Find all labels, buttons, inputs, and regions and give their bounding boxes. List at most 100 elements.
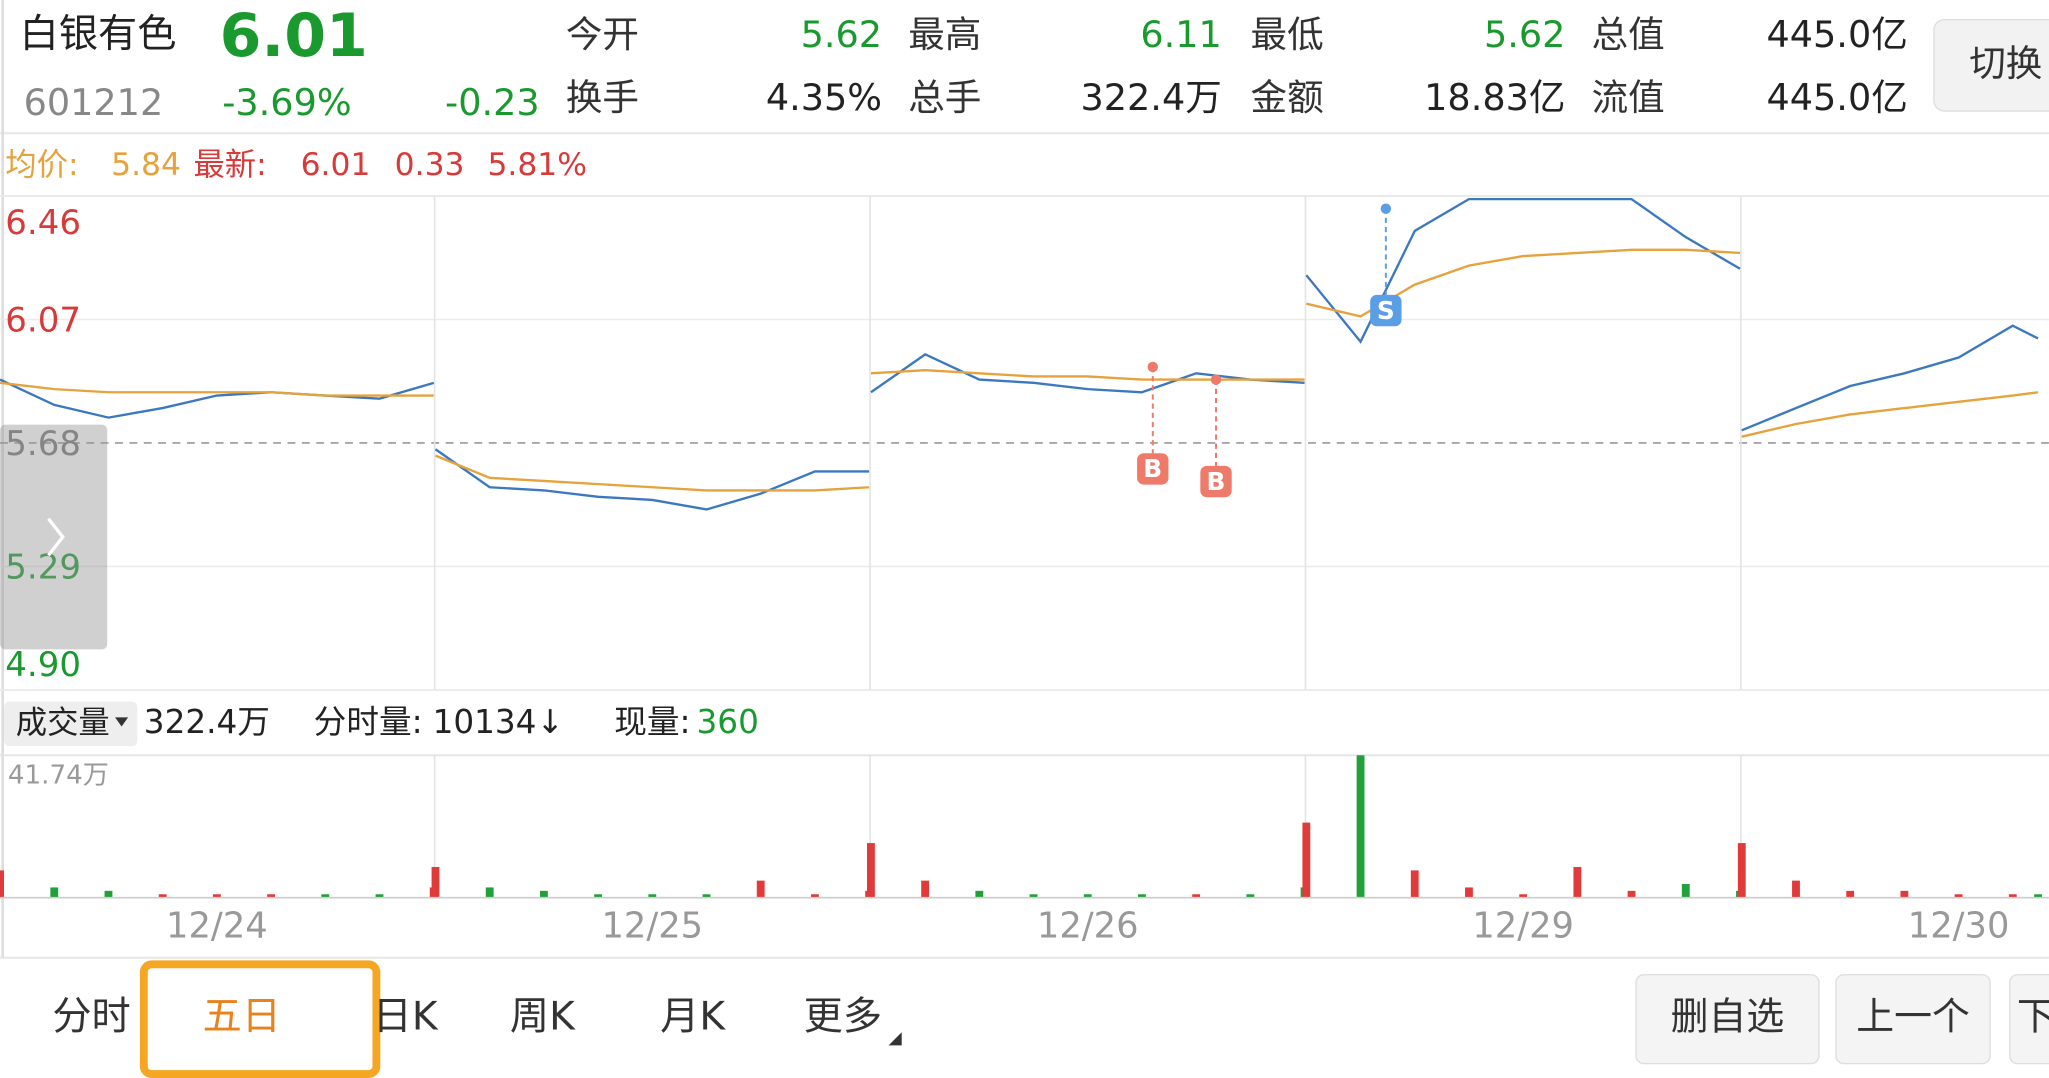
tick-volume-value: 10134↓	[433, 703, 564, 741]
volume-bar	[1737, 843, 1746, 898]
volume-bar	[1192, 894, 1201, 898]
stock-name: 白银有色	[20, 12, 177, 57]
stat-value: 5.62	[1484, 13, 1565, 56]
trade-point	[1210, 374, 1222, 385]
action-button-label[interactable]: 下	[2017, 995, 2049, 1039]
volume-bar	[1519, 894, 1528, 898]
diff-pct: 5.81%	[487, 147, 587, 183]
latest-label: 最新:	[193, 147, 266, 183]
price-line	[0, 197, 2039, 511]
stat-value: 5.62	[801, 13, 882, 56]
tab[interactable]: 月K	[660, 995, 726, 1040]
volume-bar	[1954, 894, 1963, 898]
stat-label: 总手	[908, 76, 981, 119]
action-button-label[interactable]: 删自选	[1671, 995, 1785, 1039]
action-button-label[interactable]: 上一个	[1856, 995, 1970, 1039]
volume-bar	[1083, 894, 1092, 898]
action-button[interactable]	[1835, 974, 1991, 1065]
volume-bar	[594, 894, 603, 898]
stock-code: 601212	[24, 81, 164, 124]
stock-price: 6.01	[220, 1, 368, 71]
avg-value: 5.84	[111, 147, 181, 183]
side-handle[interactable]	[0, 424, 108, 650]
tab[interactable]: 更多	[804, 995, 882, 1040]
volume-bar	[2034, 894, 2043, 898]
stat-value: 6.11	[1140, 13, 1221, 56]
stat-label: 流值	[1592, 76, 1665, 119]
volume-bar	[1465, 887, 1473, 898]
now-volume-value: 360	[697, 703, 759, 741]
volume-tick-label: 41.74万	[8, 761, 109, 791]
action-button[interactable]	[1635, 974, 1820, 1065]
volume-bar	[702, 894, 711, 898]
tab[interactable]: 分时	[52, 995, 130, 1040]
volume-bar	[1246, 894, 1255, 898]
y-tick-label: 5.68	[5, 424, 81, 464]
volume-bar	[1356, 755, 1365, 898]
trade-label: S	[1377, 296, 1395, 325]
volume-bar	[810, 894, 819, 898]
volume-bar	[158, 894, 167, 898]
volume-bar	[1138, 894, 1146, 898]
x-tick-label: 12/29	[1472, 906, 1574, 947]
x-tick-label: 12/26	[1037, 906, 1139, 947]
dropdown-arrow	[115, 717, 129, 727]
tab[interactable]: 周K	[510, 995, 576, 1040]
trade-badge	[1370, 294, 1402, 327]
trade-badge	[1200, 465, 1232, 498]
tab[interactable]: 五日	[203, 995, 281, 1040]
volume-bar	[375, 894, 384, 898]
action-button[interactable]	[2009, 974, 2049, 1065]
volume-bar	[2008, 894, 2017, 898]
volume-bar	[431, 866, 440, 898]
volume-bar	[1302, 822, 1311, 898]
stat-value: 445.0亿	[1767, 76, 1908, 119]
switch-label[interactable]: 切换	[1969, 42, 2042, 85]
volume-total: 322.4万	[144, 703, 270, 741]
volume-bar	[921, 880, 930, 898]
change-pct: -3.69%	[222, 81, 351, 124]
switch-button[interactable]	[1933, 18, 2049, 112]
x-tick-label: 12/30	[1908, 906, 2010, 947]
volume-bar	[1681, 884, 1690, 898]
stat-label: 今开	[566, 13, 639, 56]
volume-label[interactable]: 成交量	[16, 705, 110, 741]
y-tick-label: 4.90	[5, 645, 81, 685]
volume-bar	[648, 894, 657, 898]
volume-bar	[1573, 866, 1582, 898]
volume-bar	[539, 890, 548, 898]
volume-bar	[1900, 890, 1909, 898]
side-handle-chevron	[47, 517, 65, 557]
stat-value: 18.83亿	[1424, 76, 1565, 119]
diff-value: 0.33	[395, 147, 465, 183]
volume-bar	[0, 870, 4, 898]
trade-point	[1380, 203, 1392, 214]
average-line	[0, 248, 2039, 492]
volume-bar	[1029, 894, 1038, 898]
trade-point	[1147, 361, 1159, 373]
tab[interactable]: 日K	[373, 995, 439, 1040]
stat-label: 最低	[1251, 13, 1324, 56]
stat-label: 换手	[566, 76, 639, 119]
volume-bar	[50, 887, 59, 898]
more-arrow	[888, 1032, 902, 1046]
volume-bar	[212, 894, 221, 898]
change: -0.23	[445, 81, 540, 124]
volume-bar	[1846, 890, 1855, 898]
stat-label: 金额	[1251, 76, 1324, 119]
volume-bar	[756, 880, 765, 898]
volume-bar	[975, 890, 984, 898]
x-tick-label: 12/24	[166, 906, 268, 947]
y-tick-label: 6.07	[5, 301, 81, 341]
trade-label: B	[1143, 454, 1162, 483]
volume-bar	[267, 894, 276, 898]
y-tick-label: 6.46	[5, 203, 81, 243]
volume-bar	[485, 887, 494, 898]
stat-label: 最高	[908, 13, 981, 56]
now-volume-label: 现量:	[614, 703, 690, 741]
volume-bar	[104, 890, 113, 898]
volume-selector[interactable]	[3, 701, 138, 747]
volume-bar	[1627, 890, 1636, 898]
